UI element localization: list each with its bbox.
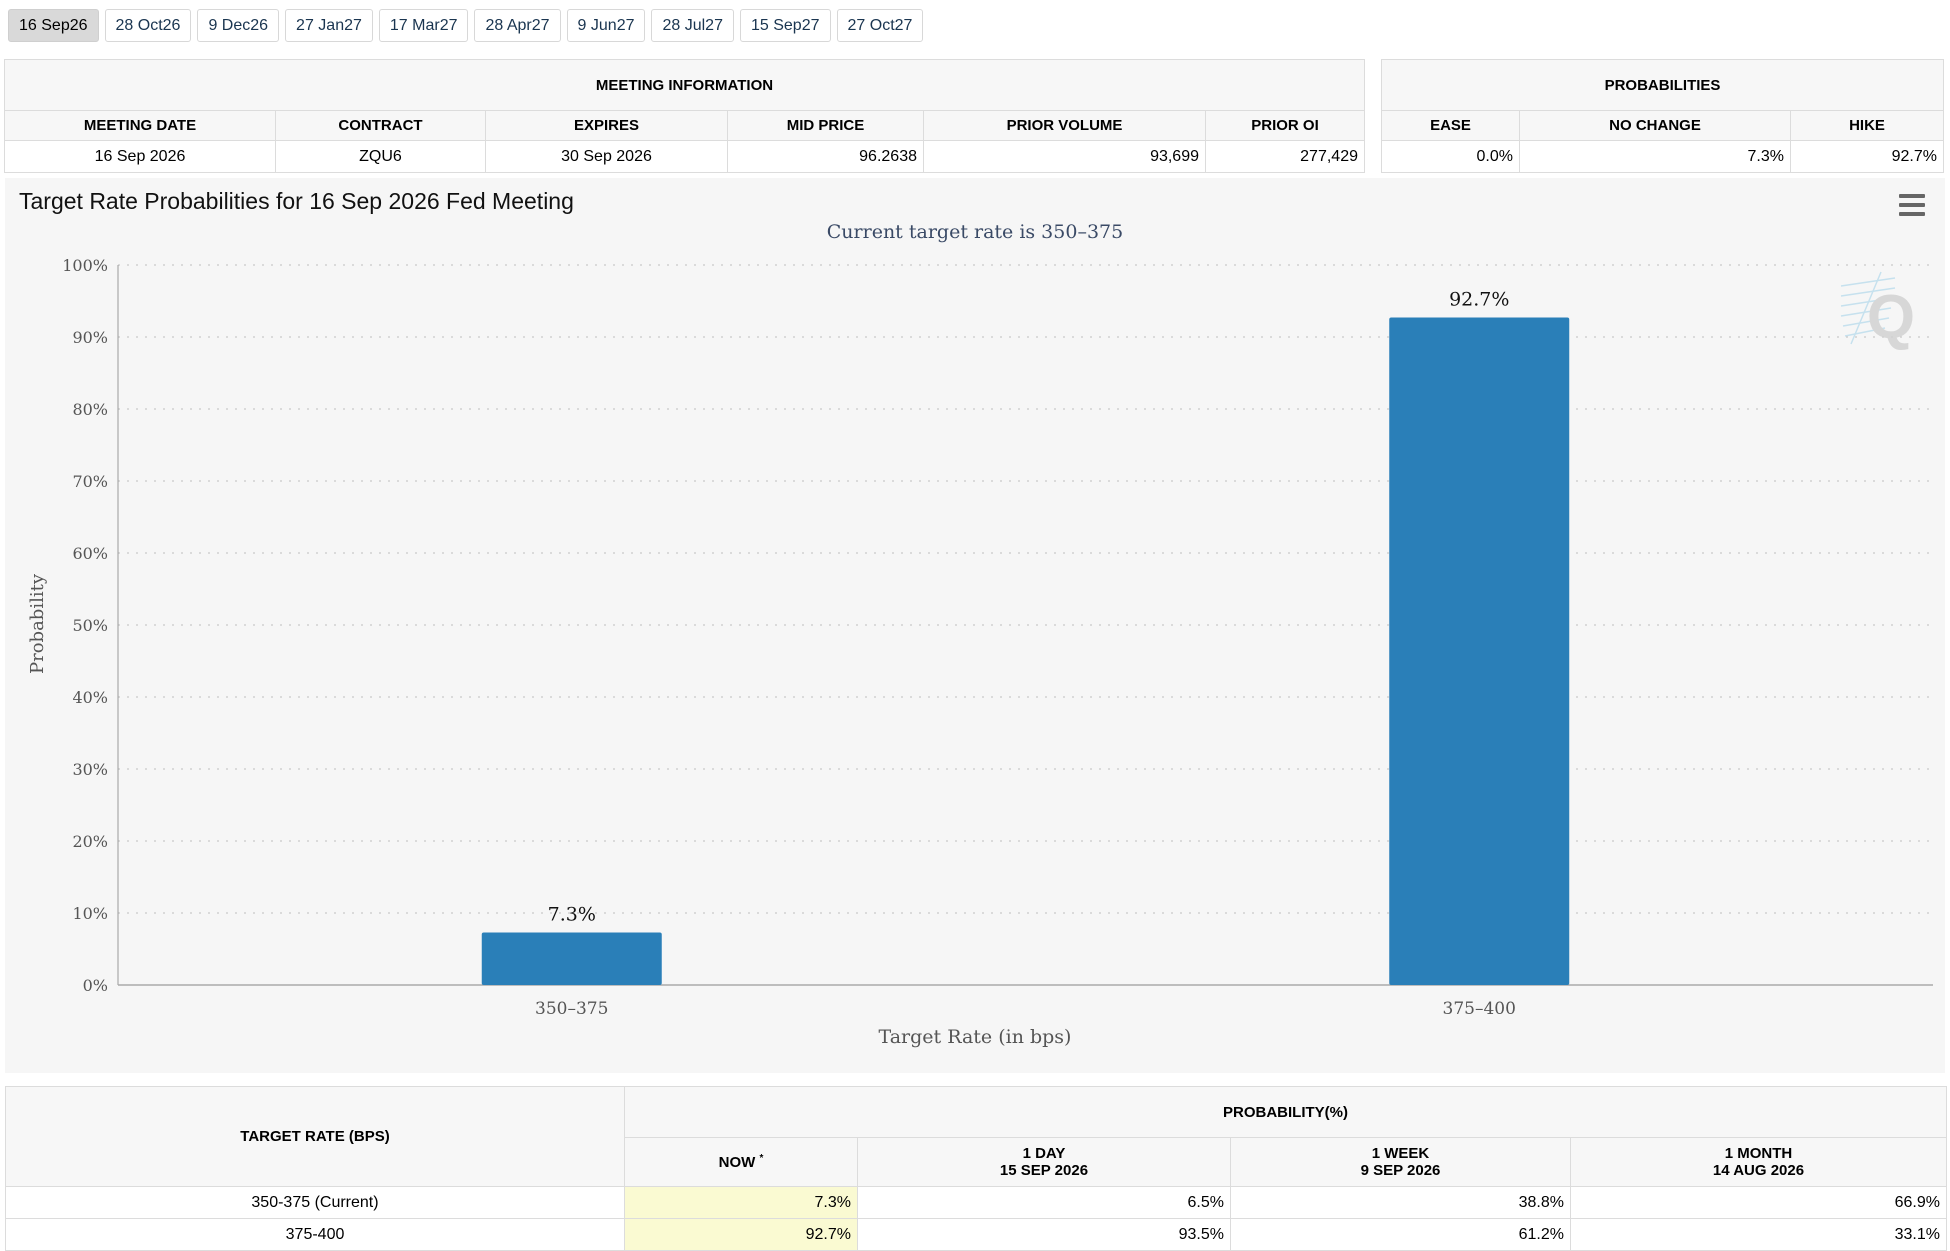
week-cell: 38.8% xyxy=(1230,1186,1571,1219)
col-1-day: 1 DAY 15 SEP 2026 xyxy=(857,1137,1231,1187)
meeting-date-value: 16 Sep 2026 xyxy=(4,140,276,173)
col-no-change: NO CHANGE xyxy=(1519,110,1791,141)
now-footnote-mark: * xyxy=(759,1153,764,1164)
col-meeting-date: MEETING DATE xyxy=(4,110,276,141)
no-change-value: 7.3% xyxy=(1519,140,1791,173)
bar-chart: Q Current target rate is 350–375 0% 10% 20… xyxy=(27,221,1933,1048)
now-cell: 7.3% xyxy=(624,1186,858,1219)
y-tick-label: 90% xyxy=(72,328,108,347)
month-cell: 33.1% xyxy=(1570,1218,1947,1251)
bar-data-label: 7.3% xyxy=(548,903,596,925)
x-tick-label: 375–400 xyxy=(1443,999,1516,1019)
y-tick-label: 40% xyxy=(72,688,108,707)
tab-27-oct27[interactable]: 27 Oct27 xyxy=(836,9,924,42)
col-prior-volume: PRIOR VOLUME xyxy=(923,110,1206,141)
meeting-information-table: MEETING INFORMATION MEETING DATE CONTRAC… xyxy=(4,59,1365,173)
tab-17-mar27[interactable]: 17 Mar27 xyxy=(378,9,469,42)
hike-value: 92.7% xyxy=(1790,140,1944,173)
rate-cell: 375-400 xyxy=(5,1218,625,1251)
target-rate-probability-table: TARGET RATE (BPS) PROBABILITY(%) NOW * 1… xyxy=(5,1086,1947,1251)
tab-28-jul27[interactable]: 28 Jul27 xyxy=(651,9,734,42)
col-ease: EASE xyxy=(1381,110,1520,141)
y-tick-label: 20% xyxy=(72,832,108,851)
x-tick-label: 350–375 xyxy=(535,999,608,1019)
col-1-week-label: 1 WEEK xyxy=(1371,1145,1430,1162)
bar[interactable] xyxy=(1389,317,1570,985)
y-tick-label: 50% xyxy=(72,616,108,635)
now-label: NOW xyxy=(718,1154,756,1171)
col-expires: EXPIRES xyxy=(485,110,728,141)
col-1-month-date: 14 AUG 2026 xyxy=(1712,1162,1805,1179)
y-tick-label: 70% xyxy=(72,472,108,491)
col-prior-oi: PRIOR OI xyxy=(1205,110,1365,141)
day-cell: 6.5% xyxy=(857,1186,1231,1219)
col-1-day-date: 15 SEP 2026 xyxy=(999,1162,1089,1179)
probabilities-header: PROBABILITIES xyxy=(1381,59,1944,111)
week-cell: 61.2% xyxy=(1230,1218,1571,1251)
col-1-month: 1 MONTH 14 AUG 2026 xyxy=(1570,1137,1947,1187)
col-hike: HIKE xyxy=(1790,110,1944,141)
table-row: 350-375 (Current) 7.3% 6.5% 38.8% 66.9% xyxy=(5,1186,1947,1219)
tab-27-jan27[interactable]: 27 Jan27 xyxy=(285,9,373,42)
now-cell: 92.7% xyxy=(624,1218,858,1251)
month-cell: 66.9% xyxy=(1570,1186,1947,1219)
col-now: NOW * xyxy=(624,1137,858,1187)
col-contract: CONTRACT xyxy=(275,110,486,141)
expires-value: 30 Sep 2026 xyxy=(485,140,728,173)
hamburger-menu-icon[interactable] xyxy=(1899,194,1925,216)
tab-16-sep26[interactable]: 16 Sep26 xyxy=(8,9,99,42)
tab-9-dec26[interactable]: 9 Dec26 xyxy=(197,9,280,42)
tab-28-oct26[interactable]: 28 Oct26 xyxy=(104,9,192,42)
target-rate-header: TARGET RATE (BPS) xyxy=(5,1086,625,1187)
chart-panel: Target Rate Probabilities for 16 Sep 202… xyxy=(5,178,1945,1073)
tab-9-jun27[interactable]: 9 Jun27 xyxy=(566,9,646,42)
y-tick-label: 10% xyxy=(72,904,108,923)
probability-group-header: PROBABILITY(%) xyxy=(624,1086,1947,1138)
y-tick-label: 30% xyxy=(72,760,108,779)
col-1-day-label: 1 DAY xyxy=(1022,1145,1066,1162)
probabilities-table: PROBABILITIES EASE NO CHANGE HIKE 0.0% 7… xyxy=(1381,59,1944,173)
ease-value: 0.0% xyxy=(1381,140,1520,173)
chart-title: Target Rate Probabilities for 16 Sep 202… xyxy=(19,188,574,214)
meeting-date-tabs: 16 Sep26 28 Oct26 9 Dec26 27 Jan27 17 Ma… xyxy=(8,9,924,42)
col-mid-price: MID PRICE xyxy=(727,110,924,141)
y-tick-label: 60% xyxy=(72,544,108,563)
chart-subtitle: Current target rate is 350–375 xyxy=(827,221,1123,243)
col-1-week: 1 WEEK 9 SEP 2026 xyxy=(1230,1137,1571,1187)
y-tick-label: 0% xyxy=(83,976,108,995)
col-1-month-label: 1 MONTH xyxy=(1724,1145,1793,1162)
bar-data-label: 92.7% xyxy=(1449,289,1509,311)
rate-cell: 350-375 (Current) xyxy=(5,1186,625,1219)
table-row: 375-400 92.7% 93.5% 61.2% 33.1% xyxy=(5,1218,1947,1251)
tab-28-apr27[interactable]: 28 Apr27 xyxy=(474,9,561,42)
mid-price-value: 96.2638 xyxy=(727,140,924,173)
contract-value: ZQU6 xyxy=(275,140,486,173)
x-axis-title: Target Rate (in bps) xyxy=(879,1026,1072,1048)
bar[interactable] xyxy=(481,932,662,985)
q-logo-icon: Q xyxy=(1840,271,1915,352)
col-1-week-date: 9 SEP 2026 xyxy=(1360,1162,1441,1179)
svg-text:Q: Q xyxy=(1867,283,1915,352)
y-tick-label: 80% xyxy=(72,400,108,419)
y-tick-label: 100% xyxy=(62,256,108,275)
prior-volume-value: 93,699 xyxy=(923,140,1206,173)
meeting-information-header: MEETING INFORMATION xyxy=(4,59,1365,111)
day-cell: 93.5% xyxy=(857,1218,1231,1251)
y-axis-title: Probability xyxy=(27,573,48,674)
tab-15-sep27[interactable]: 15 Sep27 xyxy=(739,9,831,42)
prior-oi-value: 277,429 xyxy=(1205,140,1365,173)
